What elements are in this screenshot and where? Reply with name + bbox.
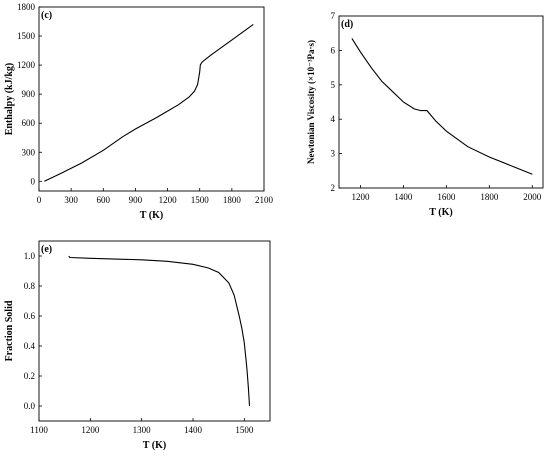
y-tick-label: 300 — [22, 147, 36, 157]
x-tick-label: 2000 — [523, 192, 542, 202]
series-line-0 — [44, 23, 254, 182]
y-tick-label: 6 — [331, 45, 336, 55]
y-tick-label: 1200 — [17, 60, 36, 70]
series-line-0 — [351, 38, 533, 175]
y-tick-label: 0.0 — [24, 401, 36, 411]
y-tick-label: 4 — [331, 114, 336, 124]
x-axis-title: T (K) — [429, 207, 452, 218]
x-tick-label: 300 — [64, 195, 78, 205]
chart-panel-0: 0 300 600 900 1200 1500 1800 2100 0 300 600 900 1200… — [4, 2, 274, 221]
y-tick-label: 1500 — [17, 31, 36, 41]
y-tick-label: 7 — [331, 11, 336, 21]
y-tick-label: 0.2 — [24, 371, 35, 381]
plot-frame — [38, 6, 265, 192]
x-tick-label: 1400 — [184, 425, 203, 435]
x-tick-label: 1100 — [30, 425, 48, 435]
x-tick-label: 1400 — [394, 192, 413, 202]
x-tick-label: 1800 — [223, 195, 242, 205]
x-axis-title: T (K) — [143, 440, 166, 451]
panel-label: (c) — [41, 10, 52, 21]
y-tick-label: 3 — [331, 149, 336, 159]
panel-label: (d) — [341, 19, 353, 30]
x-tick-label: 0 — [37, 195, 42, 205]
y-tick-label: 0.8 — [24, 281, 36, 291]
x-axis-title: T (K) — [140, 210, 163, 221]
series-line-0 — [68, 255, 251, 407]
y-tick-label: 0 — [31, 176, 36, 186]
x-tick-label: 1800 — [480, 192, 499, 202]
y-tick-label: 600 — [22, 118, 36, 128]
y-tick-label: 0.4 — [24, 341, 36, 351]
y-tick-label: 900 — [22, 89, 36, 99]
chart-panel-2: 1100 1200 1300 1400 1500 0.0 0.2 0.4 0.6 0.8 1.0 (e… — [4, 240, 271, 451]
x-tick-label: 1200 — [159, 195, 178, 205]
x-tick-label: 1200 — [81, 425, 100, 435]
plot-frame — [338, 15, 544, 189]
x-tick-label: 900 — [129, 195, 143, 205]
panel-label: (e) — [41, 244, 52, 255]
y-tick-label: 2 — [331, 183, 336, 193]
y-axis-title: Enthalpy (kJ/kg) — [4, 63, 15, 136]
x-tick-label: 1500 — [191, 195, 210, 205]
x-tick-label: 1300 — [133, 425, 152, 435]
x-tick-label: 1600 — [437, 192, 456, 202]
x-tick-label: 2100 — [255, 195, 274, 205]
y-axis-title: Fraction Solid — [4, 300, 15, 361]
y-tick-label: 5 — [331, 80, 336, 90]
plot-frame — [38, 240, 271, 422]
y-axis-title: Newtonian Viscosity (×10⁻³Pa·s) — [306, 40, 316, 164]
x-tick-label: 600 — [97, 195, 111, 205]
y-tick-label: 1.0 — [24, 251, 36, 261]
chart-panel-1: 1200 1400 1600 1800 2000 2 3 4 5 6 7 (d) T (K) Newton… — [306, 11, 544, 218]
x-tick-label: 1200 — [351, 192, 370, 202]
y-tick-label: 1800 — [17, 2, 36, 12]
x-tick-label: 1500 — [235, 425, 254, 435]
y-tick-label: 0.6 — [24, 311, 36, 321]
